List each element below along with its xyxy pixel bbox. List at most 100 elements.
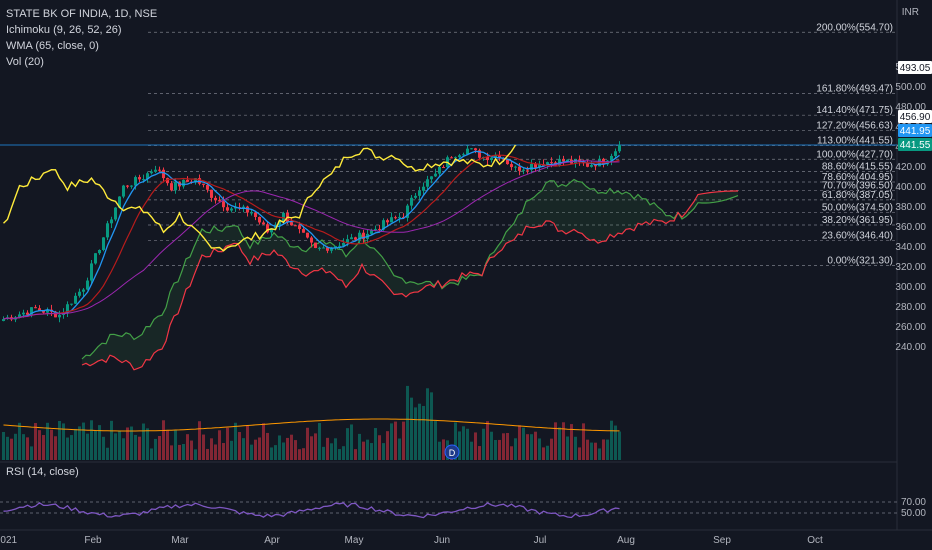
candle-body: [150, 171, 153, 174]
dividend-marker[interactable]: D: [444, 444, 460, 460]
candle-body: [70, 303, 73, 305]
volume-bar: [514, 438, 517, 460]
candle-body: [394, 217, 397, 219]
candle-body: [130, 185, 133, 187]
dividend-marker-label: D: [449, 448, 456, 458]
candle-body: [610, 155, 613, 161]
candle-body: [270, 228, 273, 233]
volume-bar: [154, 438, 157, 460]
candle-body: [206, 184, 209, 190]
price-tick-label: 340.00: [895, 242, 926, 253]
rsi-line: [3, 501, 620, 519]
volume-bar: [538, 438, 541, 460]
volume-bar: [278, 435, 281, 460]
rsi-indicator-label[interactable]: RSI (14, close): [6, 466, 79, 478]
volume-bar: [330, 443, 333, 460]
volume-bar: [58, 420, 61, 460]
candle-body: [486, 156, 489, 161]
price-tick-label: 280.00: [895, 302, 926, 313]
volume-bar: [578, 447, 581, 460]
symbol-title[interactable]: STATE BK OF INDIA, 1D, NSE: [6, 8, 158, 20]
price-tick-label: 380.00: [895, 202, 926, 213]
price-tick-label: 500.00: [895, 82, 926, 93]
candle-body: [358, 232, 361, 240]
candle-body: [290, 222, 293, 226]
volume-bar: [290, 434, 293, 460]
volume-bar: [50, 429, 53, 460]
candle-body: [58, 314, 61, 318]
fib-level-label: 50.00%(374.50): [822, 202, 893, 213]
volume-bar: [314, 433, 317, 460]
volume-bar: [342, 446, 345, 460]
candle-body: [42, 310, 45, 313]
volume-bar: [510, 446, 513, 460]
candle-body: [442, 166, 445, 168]
candle-body: [234, 207, 237, 209]
candle-body: [282, 213, 285, 222]
candle-body: [294, 225, 297, 227]
candle-body: [34, 307, 37, 309]
volume-bar: [70, 435, 73, 460]
ichimoku-indicator-label[interactable]: Ichimoku (9, 26, 52, 26): [6, 24, 122, 36]
volume-bar: [550, 438, 553, 460]
candle-body: [138, 177, 141, 180]
fib-level-label: 70.70%(396.50): [822, 180, 893, 191]
candle-body: [110, 219, 113, 224]
volume-bar: [202, 434, 205, 460]
volume-bar: [594, 442, 597, 460]
volume-bar: [18, 422, 21, 460]
volume-bar: [118, 430, 121, 460]
volume-bar: [530, 434, 533, 460]
candle-body: [322, 247, 325, 249]
candle-body: [222, 201, 225, 208]
price-tag-bg: [898, 124, 932, 137]
candle-body: [498, 155, 501, 159]
volume-bar: [82, 422, 85, 460]
candle-body: [362, 232, 365, 239]
candle-body: [478, 150, 481, 158]
candle-body: [26, 312, 29, 315]
candle-body: [182, 179, 185, 187]
candle-body: [98, 249, 101, 254]
volume-bar: [246, 425, 249, 460]
ichimoku-cloud: [82, 179, 738, 370]
volume-bar: [566, 436, 569, 460]
candle-body: [90, 263, 93, 281]
candle-body: [330, 247, 333, 251]
volume-bar: [98, 425, 101, 460]
candle-body: [2, 319, 5, 322]
fib-level-label: 23.60%(346.40): [822, 231, 893, 242]
volume-bar: [130, 426, 133, 460]
volume-bar: [102, 436, 105, 460]
volume-bar: [426, 388, 429, 460]
volume-bar: [390, 423, 393, 460]
time-tick-label: 2021: [0, 535, 18, 546]
candle-body: [218, 200, 221, 202]
time-tick-label: Apr: [264, 535, 280, 546]
fib-level-label: 88.60%(415.55): [822, 161, 893, 172]
time-tick-label: Mar: [171, 535, 189, 546]
candle-body: [78, 291, 81, 296]
candle-body: [470, 148, 473, 150]
candle-body: [526, 169, 529, 171]
volume-bar: [106, 447, 109, 460]
volume-bar: [90, 420, 93, 460]
volume-indicator-label[interactable]: Vol (20): [6, 56, 44, 68]
candle-body: [306, 232, 309, 238]
volume-bar: [10, 438, 13, 460]
volume-bar: [234, 422, 237, 460]
candle-body: [258, 216, 261, 223]
volume-bar: [326, 437, 329, 460]
candle-body: [346, 239, 349, 243]
volume-bar: [134, 434, 137, 460]
price-tick-label: 300.00: [895, 282, 926, 293]
candle-body: [242, 206, 245, 209]
volume-bar: [94, 430, 97, 460]
wma-indicator-label[interactable]: WMA (65, close, 0): [6, 40, 99, 52]
fib-level-label: 200.00%(554.70): [816, 22, 893, 33]
volume-bar: [110, 420, 113, 460]
candle-body: [326, 247, 329, 251]
candle-body: [450, 157, 453, 159]
volume-bar: [438, 441, 441, 460]
